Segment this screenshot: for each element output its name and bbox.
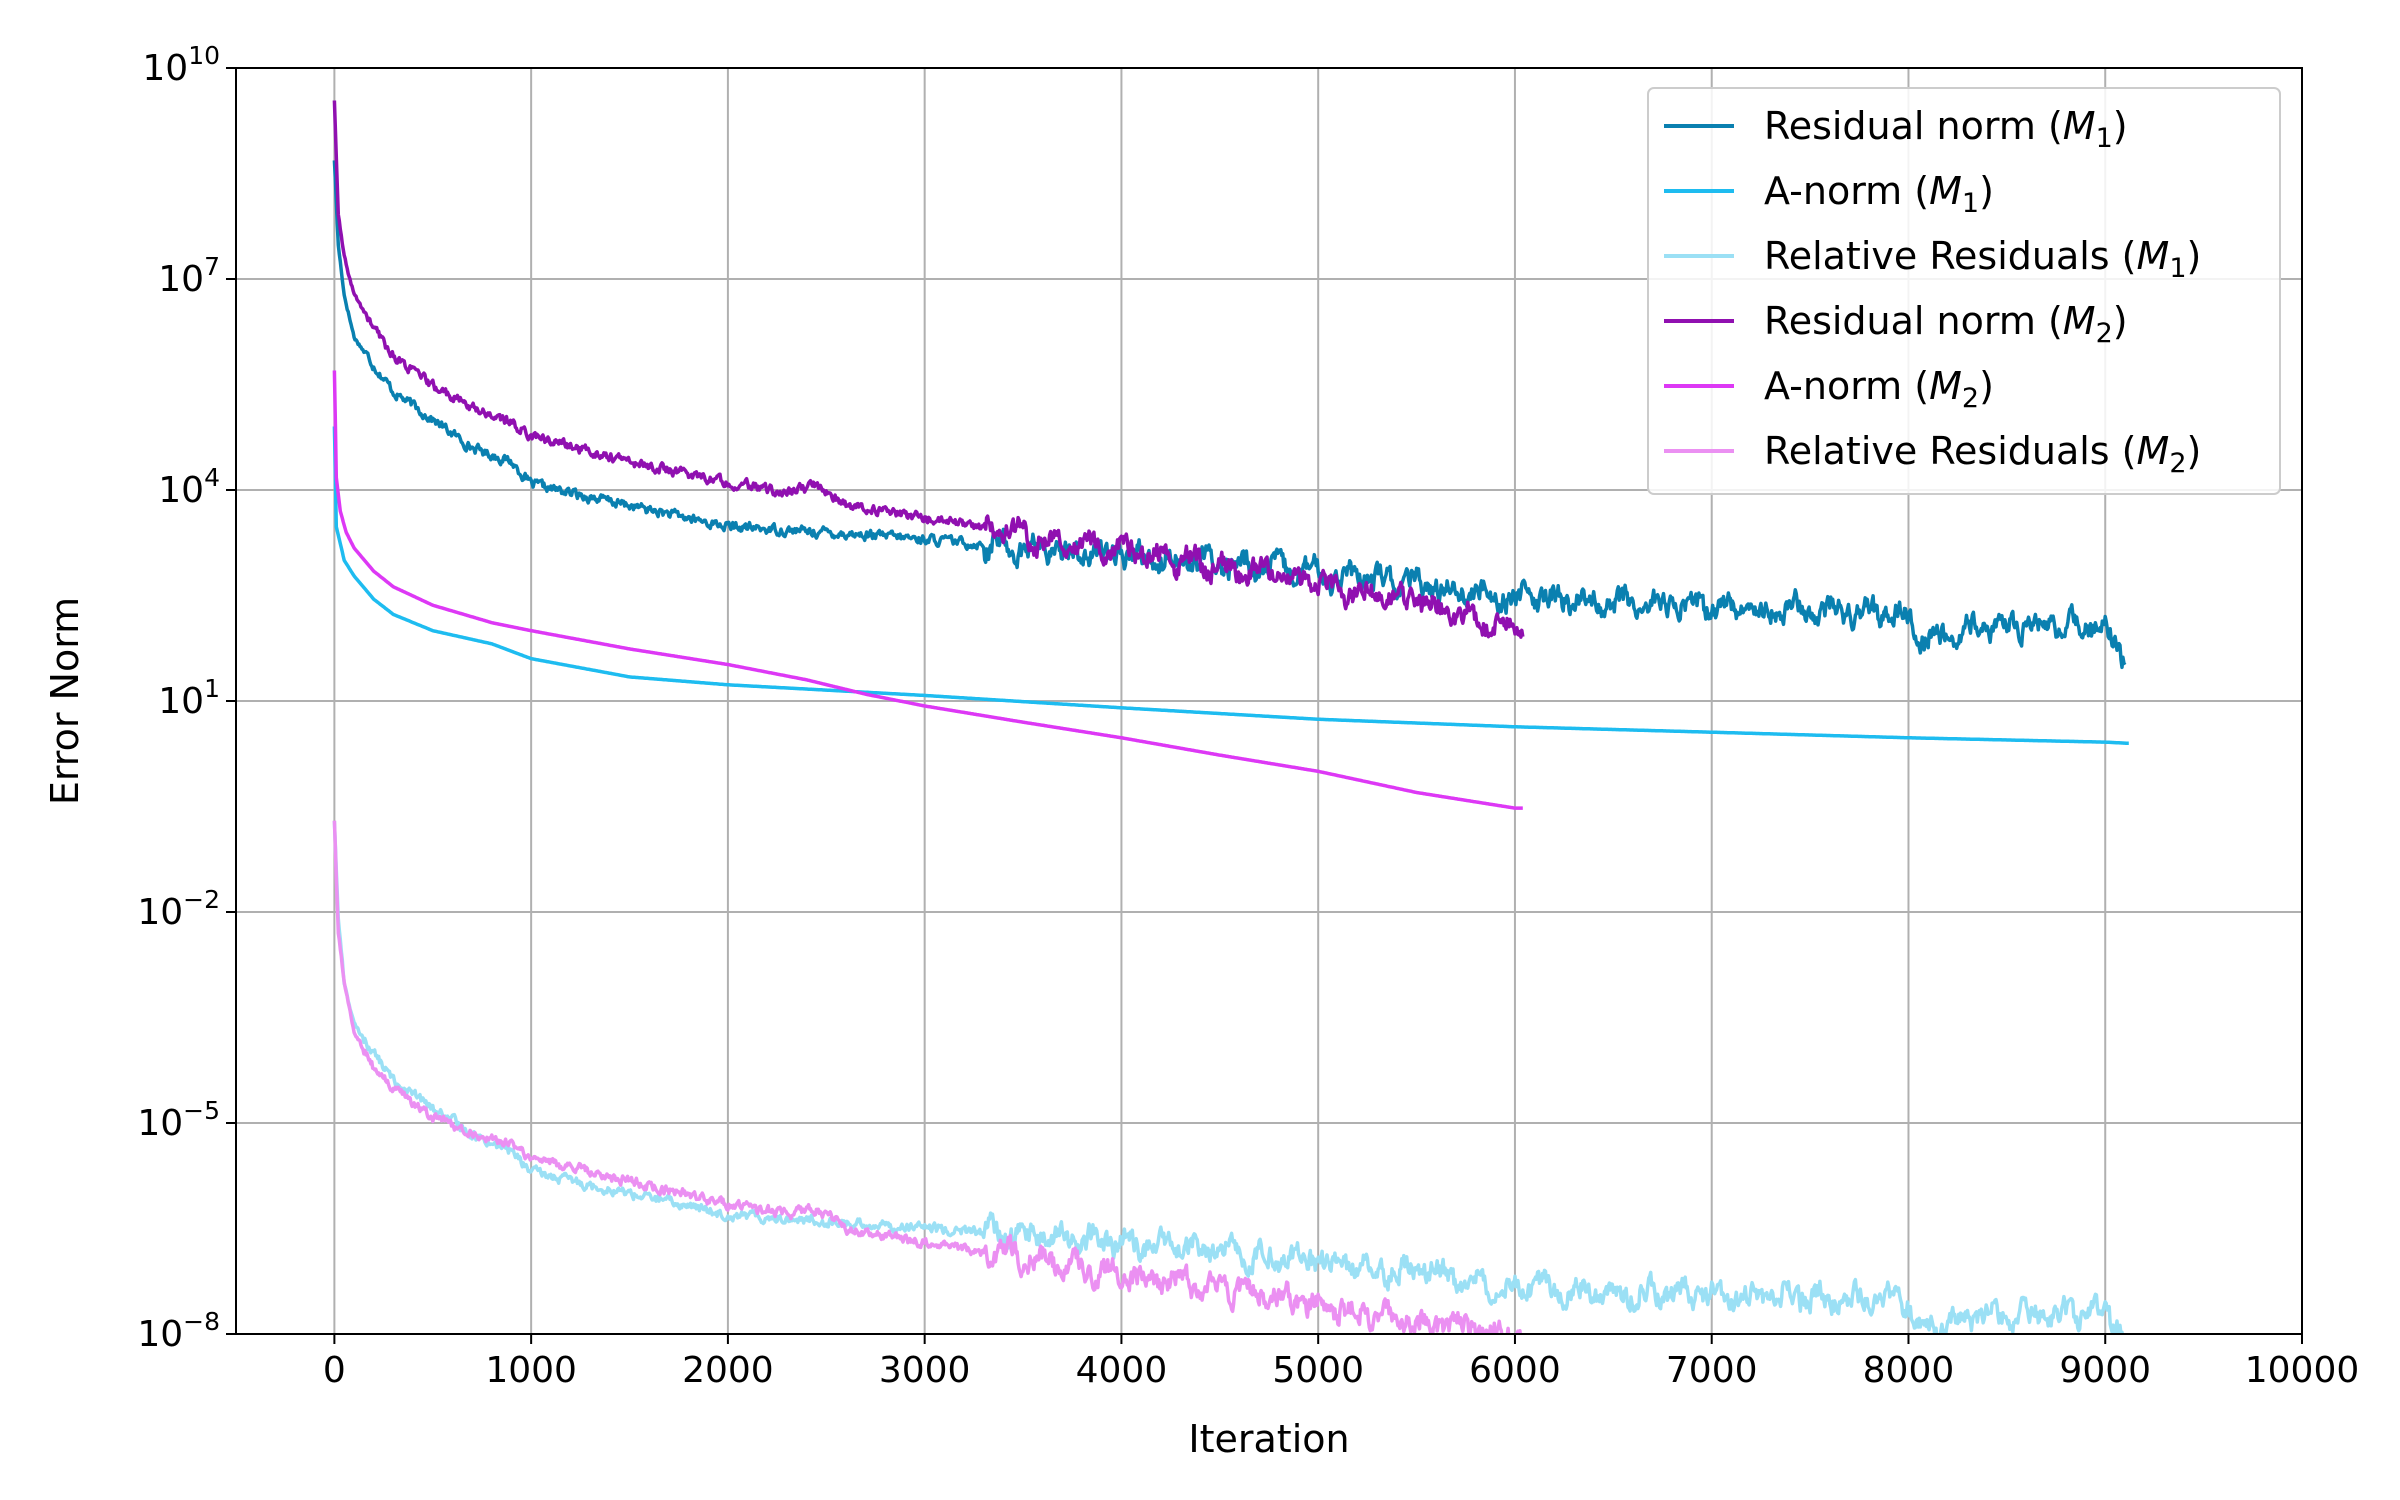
x-tick-label: 3000: [879, 1350, 971, 1391]
legend-label-a-norm-m1: A-norm (M1): [1764, 169, 1994, 219]
y-tick-label: 107: [158, 252, 220, 300]
series-line-relative-residuals-m1: [332, 821, 2125, 1334]
y-tick-label: 10−2: [137, 885, 220, 933]
legend-label-relative-residuals-m1: Relative Residuals (M1): [1764, 234, 2201, 284]
y-tick-label: 10−5: [137, 1096, 220, 1144]
x-tick-label: 1000: [485, 1350, 577, 1391]
legend-label-relative-residuals-m2: Relative Residuals (M2): [1764, 429, 2201, 479]
y-tick-label: 10−8: [137, 1307, 220, 1355]
legend: Residual norm (M1) A-norm (M1) Relative Re…: [1647, 87, 2281, 495]
y-tick-label: 1010: [142, 41, 220, 89]
x-tick-label: 5000: [1272, 1350, 1364, 1391]
x-tick-label: 2000: [682, 1350, 774, 1391]
x-tick-label: 9000: [2059, 1350, 2151, 1391]
series-line-a-norm-m1: [332, 426, 2130, 746]
x-tick-label: 6000: [1469, 1350, 1561, 1391]
x-tick-label: 8000: [1863, 1350, 1955, 1391]
legend-label-residual-norm-m1: Residual norm (M1): [1764, 104, 2128, 154]
series-line-relative-residuals-m2: [332, 820, 1523, 1334]
x-axis: 0 1000 2000 3000 4000 5000 6000 7000 8000 9000 100…: [323, 1334, 2359, 1391]
x-tick-label: 0: [323, 1350, 346, 1391]
legend-box: [1647, 87, 2281, 495]
x-tick-label: 7000: [1666, 1350, 1758, 1391]
x-axis-title: Iteration: [1188, 1417, 1349, 1461]
legend-label-a-norm-m2: A-norm (M2): [1764, 364, 1994, 414]
y-axis: 1010 107 104 101 10−2 10−5 10−8: [137, 41, 236, 1355]
plot-area: [332, 100, 2130, 1334]
series-line-residual-norm-m2: [332, 100, 1525, 639]
legend-label-residual-norm-m2: Residual norm (M2): [1764, 299, 2128, 349]
y-axis-title: Error Norm: [43, 597, 87, 805]
y-tick-label: 101: [158, 674, 220, 722]
x-tick-label: 4000: [1076, 1350, 1168, 1391]
y-tick-label: 104: [158, 463, 220, 511]
series-line-a-norm-m2: [332, 370, 1524, 810]
x-tick-label: 10000: [2245, 1350, 2360, 1391]
